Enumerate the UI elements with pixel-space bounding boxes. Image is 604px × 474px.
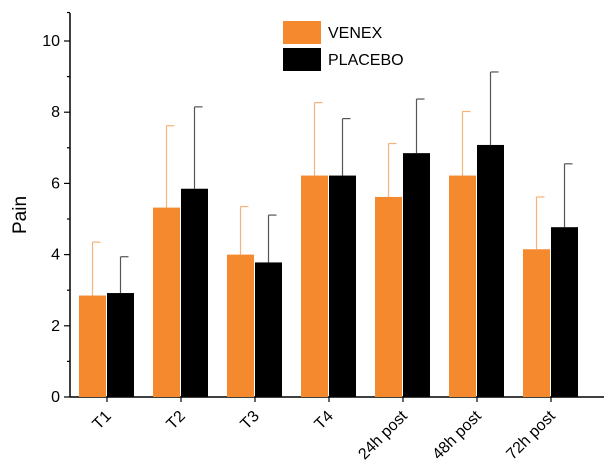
x-tick-label: T4 xyxy=(312,408,337,433)
bar xyxy=(227,254,254,397)
bar xyxy=(301,175,328,397)
x-tick-label: T3 xyxy=(238,408,263,433)
y-tick-label: 0 xyxy=(51,389,60,406)
bar xyxy=(375,196,402,397)
bar xyxy=(551,227,578,397)
x-tick-label: T2 xyxy=(164,408,189,433)
x-tick-label: T1 xyxy=(90,408,115,433)
bar-series xyxy=(107,71,578,397)
bar xyxy=(107,293,134,397)
y-tick-label: 2 xyxy=(51,318,60,335)
bar xyxy=(477,144,504,397)
y-tick-label: 6 xyxy=(51,175,60,192)
bar xyxy=(523,249,550,397)
bar-series-group xyxy=(79,71,578,397)
x-tick-label: 72h post xyxy=(503,407,559,463)
bar xyxy=(181,188,208,397)
y-tick-label: 4 xyxy=(51,247,60,264)
legend-label: PLACEBO xyxy=(328,52,404,69)
bar-series xyxy=(79,101,550,397)
legend-label: VENEX xyxy=(328,25,383,42)
bar xyxy=(403,153,430,397)
bar xyxy=(255,262,282,397)
legend: VENEX PLACEBO xyxy=(283,21,404,71)
x-tick-label: 48h post xyxy=(429,407,485,463)
y-tick-label: 8 xyxy=(51,104,60,121)
x-tick-label: 24h post xyxy=(355,407,411,463)
bar xyxy=(153,207,180,397)
y-axis-title: Pain xyxy=(10,196,31,234)
legend-swatch xyxy=(283,21,321,44)
bar xyxy=(79,295,106,397)
bar xyxy=(329,175,356,397)
legend-swatch xyxy=(283,48,321,71)
y-tick-label: 10 xyxy=(42,33,60,50)
bar xyxy=(449,175,476,397)
